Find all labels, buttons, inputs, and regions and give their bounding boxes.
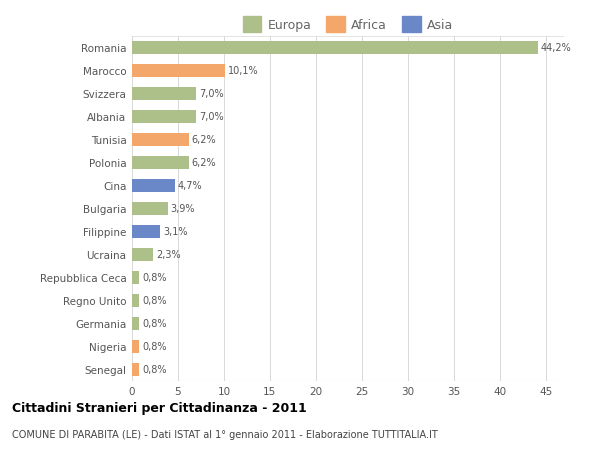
- Text: 3,9%: 3,9%: [170, 204, 195, 214]
- Bar: [132, 340, 139, 353]
- Text: 3,1%: 3,1%: [163, 227, 188, 237]
- Text: 0,8%: 0,8%: [142, 296, 167, 306]
- Bar: [132, 42, 538, 55]
- Text: 6,2%: 6,2%: [192, 135, 217, 145]
- Bar: [132, 248, 153, 261]
- Bar: [132, 88, 196, 101]
- Text: 0,8%: 0,8%: [142, 341, 167, 352]
- Text: 7,0%: 7,0%: [199, 89, 224, 99]
- Text: 0,8%: 0,8%: [142, 364, 167, 375]
- Text: COMUNE DI PARABITA (LE) - Dati ISTAT al 1° gennaio 2011 - Elaborazione TUTTITALI: COMUNE DI PARABITA (LE) - Dati ISTAT al …: [12, 429, 438, 439]
- Text: 44,2%: 44,2%: [541, 43, 572, 53]
- Text: 10,1%: 10,1%: [227, 66, 258, 76]
- Text: 4,7%: 4,7%: [178, 181, 203, 191]
- Text: 0,8%: 0,8%: [142, 319, 167, 329]
- Legend: Europa, Africa, Asia: Europa, Africa, Asia: [239, 14, 457, 36]
- Text: 6,2%: 6,2%: [192, 158, 217, 168]
- Text: 2,3%: 2,3%: [156, 250, 181, 260]
- Text: 0,8%: 0,8%: [142, 273, 167, 283]
- Bar: [132, 363, 139, 376]
- Text: 7,0%: 7,0%: [199, 112, 224, 122]
- Bar: [132, 202, 168, 215]
- Text: Cittadini Stranieri per Cittadinanza - 2011: Cittadini Stranieri per Cittadinanza - 2…: [12, 402, 307, 414]
- Bar: [132, 179, 175, 192]
- Bar: [132, 271, 139, 284]
- Bar: [132, 111, 196, 123]
- Bar: [132, 157, 189, 169]
- Bar: [132, 317, 139, 330]
- Bar: [132, 65, 225, 78]
- Bar: [132, 294, 139, 307]
- Bar: [132, 134, 189, 146]
- Bar: [132, 225, 160, 238]
